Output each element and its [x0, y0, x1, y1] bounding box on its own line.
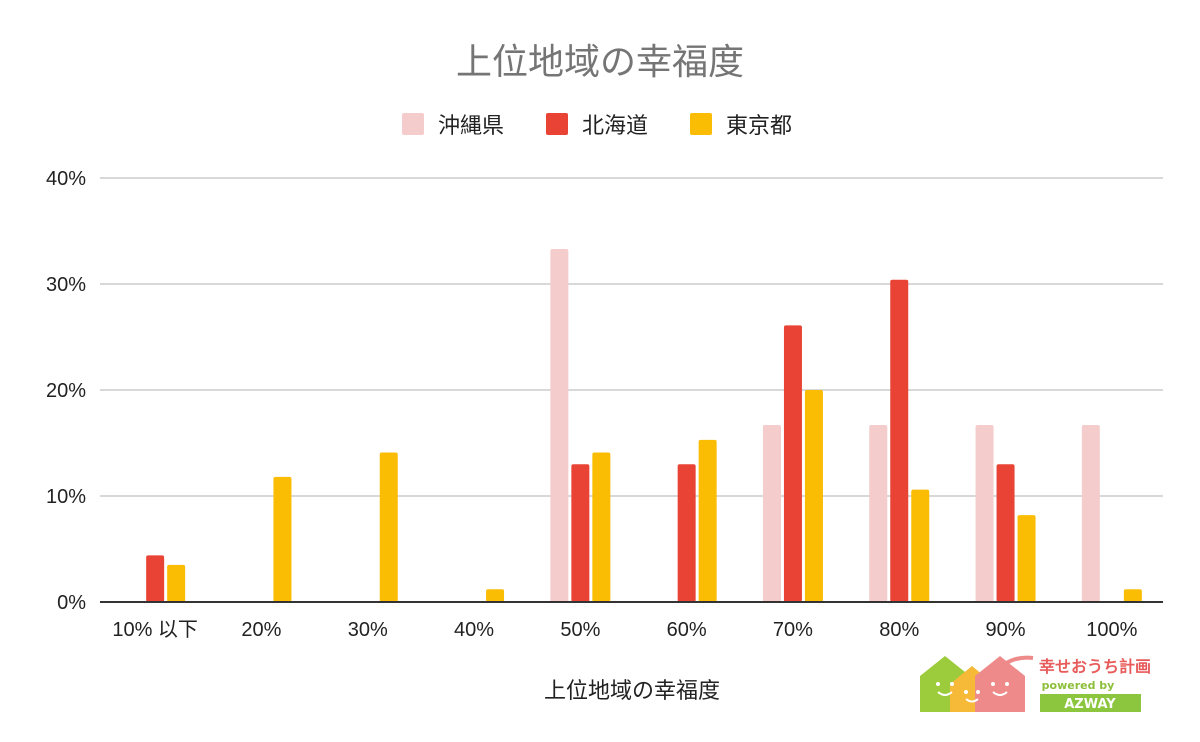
legend-swatch: [690, 113, 712, 135]
legend-label: 沖縄県: [438, 114, 504, 139]
y-tick-label: 10%: [46, 486, 86, 508]
bars: [146, 249, 1142, 602]
logo-name: 幸せおうち計画: [1039, 657, 1151, 676]
bar: [762, 424, 781, 602]
chart-title: 上位地域の幸福度: [456, 42, 744, 83]
bar: [804, 390, 823, 602]
bar: [167, 564, 186, 602]
bar: [571, 464, 590, 602]
bar: [975, 424, 994, 602]
legend-label: 北海道: [582, 114, 648, 139]
bar: [698, 439, 717, 602]
x-axis-ticks: 10% 以下 20% 30% 40% 50% 60% 70% 80% 90% 100%: [112, 619, 1137, 641]
bar: [1123, 589, 1142, 602]
bar: [996, 464, 1015, 602]
x-tick-label: 10% 以下: [112, 619, 198, 641]
bar: [486, 589, 505, 602]
bar: [550, 249, 569, 602]
logo-sub: powered by: [1042, 679, 1115, 692]
bar: [890, 279, 909, 602]
x-tick-label: 60%: [667, 619, 707, 641]
x-tick-label: 90%: [986, 619, 1026, 641]
bar: [1017, 515, 1036, 602]
bar: [379, 452, 398, 602]
house-icon: [920, 655, 1034, 712]
bar: [146, 555, 165, 602]
azway-logo: 幸せおうち計画 powered by AZWAY: [920, 655, 1151, 712]
legend-swatch: [546, 113, 568, 135]
x-tick-label: 30%: [348, 619, 388, 641]
x-tick-label: 20%: [241, 619, 281, 641]
legend: 沖縄県 北海道 東京都: [402, 113, 792, 139]
y-tick-label: 30%: [46, 274, 86, 296]
x-tick-label: 50%: [560, 619, 600, 641]
bar: [869, 424, 888, 602]
bar: [911, 489, 930, 602]
x-tick-label: 100%: [1086, 619, 1137, 641]
bar: [677, 464, 696, 602]
y-tick-label: 20%: [46, 380, 86, 402]
x-axis-label: 上位地域の幸福度: [544, 679, 720, 704]
bar: [273, 476, 292, 602]
y-tick-label: 40%: [46, 168, 86, 190]
x-tick-label: 40%: [454, 619, 494, 641]
bar: [1081, 424, 1100, 602]
logo-badge: [1040, 694, 1141, 712]
y-axis-ticks: 0% 10% 20% 30% 40%: [46, 168, 86, 614]
legend-label: 東京都: [726, 114, 792, 139]
logo-brand: AZWAY: [1064, 697, 1116, 712]
gridlines: [100, 177, 1163, 497]
bar: [592, 452, 611, 602]
x-tick-label: 80%: [879, 619, 919, 641]
y-tick-label: 0%: [57, 592, 86, 614]
legend-swatch: [402, 113, 424, 135]
bar: [783, 325, 802, 602]
x-tick-label: 70%: [773, 619, 813, 641]
